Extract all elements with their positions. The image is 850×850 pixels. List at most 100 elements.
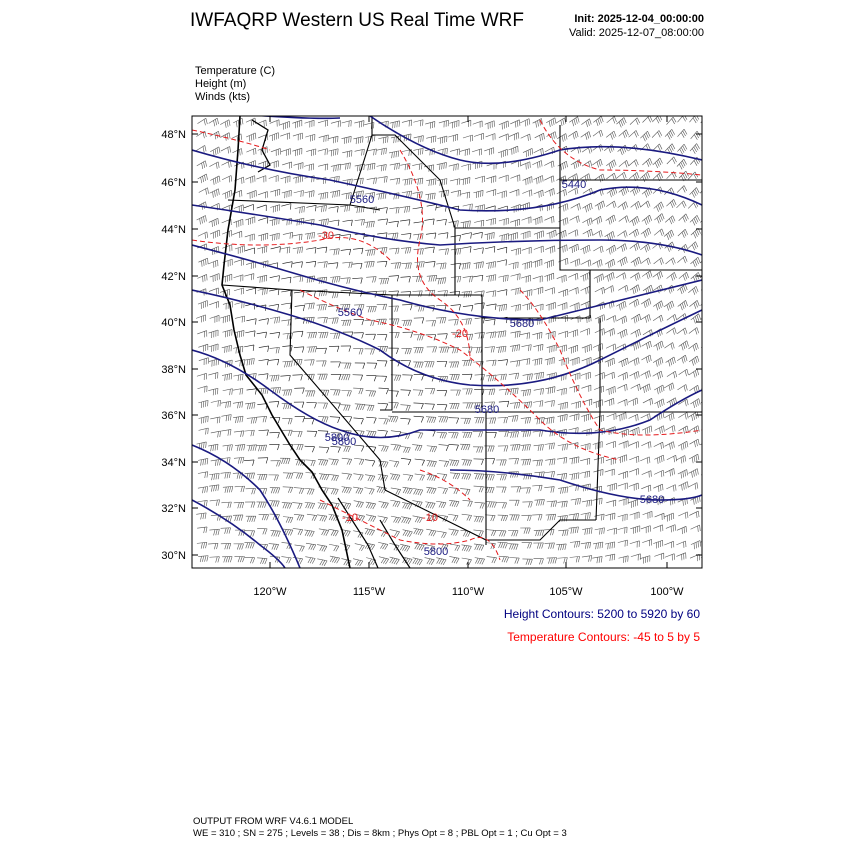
wind-barb [292, 175, 303, 184]
wind-barb [425, 232, 437, 239]
wind-barb [629, 371, 640, 380]
wind-barb [546, 557, 558, 564]
wind-barb [233, 218, 244, 228]
wind-barb [545, 245, 556, 254]
axis-ticks [192, 116, 702, 568]
wind-barb [628, 482, 639, 491]
wind-barb [328, 317, 339, 324]
wind-barb [341, 319, 352, 327]
wind-barb [497, 289, 508, 296]
wind-barb [413, 527, 424, 536]
wind-barb [426, 204, 437, 211]
wind-barb [281, 190, 292, 199]
wind-barb [426, 460, 437, 468]
wind-barb [593, 245, 604, 254]
wind-barb [498, 388, 510, 396]
wind-barb [328, 206, 339, 213]
wind-barb [557, 133, 568, 142]
wind-barb [688, 411, 699, 422]
wind-barb [449, 120, 460, 129]
wind-barb [532, 275, 543, 283]
wind-barb [365, 134, 376, 143]
wind-barb [472, 431, 484, 438]
wind-barb [233, 415, 244, 424]
wind-barb [436, 390, 448, 397]
wind-barb [316, 360, 327, 367]
wind-barb [569, 472, 580, 481]
wind-barb [558, 486, 569, 494]
wind-barb [509, 499, 520, 506]
wind-barb [690, 313, 701, 324]
wind-barb [306, 204, 317, 212]
wind-barb [438, 248, 449, 255]
wind-barb [354, 304, 365, 311]
wind-barb [437, 487, 448, 495]
wind-barb [557, 302, 568, 311]
wind-barb [676, 540, 687, 548]
wind-barb [640, 525, 651, 534]
wind-barb [509, 344, 521, 352]
wind-barb [448, 163, 459, 171]
wind-barb [221, 373, 233, 381]
wind-barb [412, 163, 423, 170]
wind-barb [630, 328, 641, 338]
wind-barb [402, 331, 413, 338]
wind-barb [292, 246, 303, 254]
wind-barb [389, 460, 400, 468]
wind-barb [630, 383, 641, 391]
wind-barb [519, 118, 531, 127]
wind-barb [498, 274, 509, 282]
height-contour [192, 444, 301, 568]
wind-barb [556, 189, 567, 197]
wind-barb [376, 260, 388, 268]
wind-barb [556, 274, 567, 283]
wind-barb [197, 117, 208, 126]
temperature-contour [319, 499, 501, 561]
wind-barb [293, 443, 304, 451]
wind-barb [258, 217, 269, 224]
wind-barb [377, 360, 388, 367]
wind-barb [665, 356, 676, 367]
wind-barb [604, 357, 615, 367]
wind-barb [701, 375, 702, 376]
wind-barb [220, 146, 231, 154]
wind-barb [617, 144, 628, 156]
wind-barb [678, 425, 689, 435]
wind-barb [281, 319, 292, 326]
wind-barb [330, 402, 341, 409]
wind-barb [330, 389, 341, 396]
wind-barb [378, 417, 389, 425]
wind-barb [532, 259, 543, 268]
wind-barb [473, 189, 484, 198]
wind-barb [522, 501, 533, 508]
wind-barb [413, 233, 424, 241]
wind-barb [197, 173, 208, 184]
wind-barb [376, 318, 387, 326]
wind-barb [281, 290, 292, 297]
height-contour [192, 204, 702, 256]
wind-barb [424, 361, 435, 368]
wind-barb [449, 472, 461, 480]
wind-barb [617, 328, 628, 339]
wind-barb [329, 332, 341, 340]
wind-barb [245, 216, 256, 225]
wind-barb [654, 398, 665, 409]
wind-barb [641, 484, 652, 492]
wind-barb [316, 544, 328, 552]
wind-barb [209, 301, 219, 309]
wind-barb [498, 430, 509, 438]
wind-barb [616, 243, 627, 252]
wind-barb [462, 333, 474, 341]
wind-barb [520, 417, 532, 424]
wind-barb [438, 232, 449, 239]
wind-barb [459, 191, 471, 199]
wind-barb [257, 557, 268, 565]
wind-barb [294, 206, 305, 214]
wind-barb [510, 486, 522, 493]
wind-barb [701, 247, 702, 249]
wind-barb [210, 229, 221, 239]
wind-barb [654, 552, 665, 560]
wind-barb [413, 374, 424, 381]
wind-barb [521, 246, 532, 254]
wind-barb [640, 314, 651, 323]
